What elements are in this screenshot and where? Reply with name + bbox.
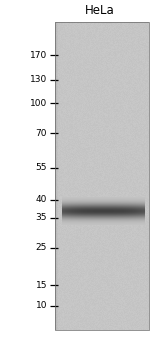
Text: HeLa: HeLa [85,4,115,18]
Text: 100: 100 [30,99,47,107]
Text: 130: 130 [30,76,47,84]
Bar [55,22,149,330]
Text: 70: 70 [36,128,47,138]
Text: 170: 170 [30,51,47,60]
Text: 25: 25 [36,243,47,253]
Text: 35: 35 [36,214,47,222]
Text: 55: 55 [36,163,47,173]
Text: 40: 40 [36,196,47,204]
Text: 15: 15 [36,280,47,290]
Text: 10: 10 [36,301,47,311]
